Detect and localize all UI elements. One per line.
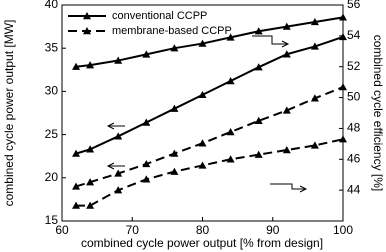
marker: [142, 159, 151, 168]
marker: [282, 50, 291, 58]
y-tick-label: 35: [45, 40, 59, 54]
marker: [226, 33, 235, 41]
marker: [72, 62, 81, 70]
y-tick-label: 30: [45, 84, 59, 98]
marker: [310, 42, 319, 50]
marker: [198, 39, 207, 47]
marker: [226, 155, 235, 163]
y-axis-title: combined cycle power output [MW]: [2, 20, 16, 207]
y-tick-label: 20: [45, 170, 59, 184]
marker: [254, 150, 263, 158]
marker: [254, 63, 263, 71]
marker: [310, 141, 319, 149]
marker: [142, 50, 151, 58]
y-tick-label: 25: [45, 127, 59, 141]
arrow-left: [106, 122, 125, 130]
legend-label: membrane-based CCPP: [112, 25, 232, 37]
y2-tick-label: 48: [347, 121, 361, 135]
y2-tick-label: 46: [347, 151, 361, 165]
marker: [86, 178, 95, 186]
marker: [339, 32, 347, 41]
legend-marker: [83, 27, 91, 35]
x-tick-label: 60: [55, 223, 69, 237]
marker: [114, 169, 123, 177]
x-tick-label: 80: [196, 223, 210, 237]
marker: [198, 139, 207, 147]
marker: [170, 167, 179, 175]
legend-marker: [83, 12, 91, 20]
x-tick-label: 100: [333, 223, 353, 237]
marker: [339, 135, 347, 143]
y2-tick-label: 52: [347, 59, 361, 73]
marker: [254, 116, 263, 124]
marker: [114, 132, 123, 140]
marker: [339, 83, 347, 91]
marker: [170, 104, 179, 112]
marker: [72, 149, 81, 157]
marker: [86, 145, 95, 153]
marker: [254, 27, 263, 35]
marker: [310, 17, 319, 26]
y-tick-label: 40: [45, 0, 59, 11]
series-line: [76, 138, 344, 207]
y2-axis-title: combined cycle efficiency [%]: [371, 35, 385, 192]
marker: [226, 128, 235, 136]
marker: [170, 44, 179, 52]
legend-label: conventional CCPP: [112, 10, 207, 22]
marker: [142, 118, 151, 126]
marker: [339, 13, 347, 21]
series-line: [75, 36, 344, 155]
marker: [310, 94, 319, 102]
marker: [72, 182, 81, 190]
annotation-arrows: [106, 35, 308, 193]
marker: [72, 201, 81, 209]
marker: [114, 56, 123, 64]
y2-tick-label: 56: [347, 0, 361, 11]
marker: [170, 149, 179, 157]
marker: [282, 106, 291, 114]
arrow-right: [270, 183, 308, 193]
arrow-right: [252, 35, 290, 48]
y2-tick-label: 50: [347, 90, 361, 104]
marker: [142, 175, 151, 183]
marker: [86, 61, 95, 69]
arrow-left: [106, 162, 125, 170]
x-tick-label: 70: [126, 223, 140, 237]
marker: [86, 201, 95, 209]
x-axis-title: combined cycle power output [% from desi…: [81, 236, 323, 250]
marker: [282, 22, 291, 30]
y2-tick-label: 54: [347, 28, 361, 42]
marker: [226, 77, 235, 85]
y-tick-label: 15: [45, 213, 59, 227]
y2-tick-label: 44: [347, 182, 361, 196]
marker: [198, 161, 207, 169]
marker: [198, 90, 207, 99]
x-tick-label: 90: [266, 223, 280, 237]
marker: [114, 186, 123, 194]
marker: [282, 146, 291, 154]
